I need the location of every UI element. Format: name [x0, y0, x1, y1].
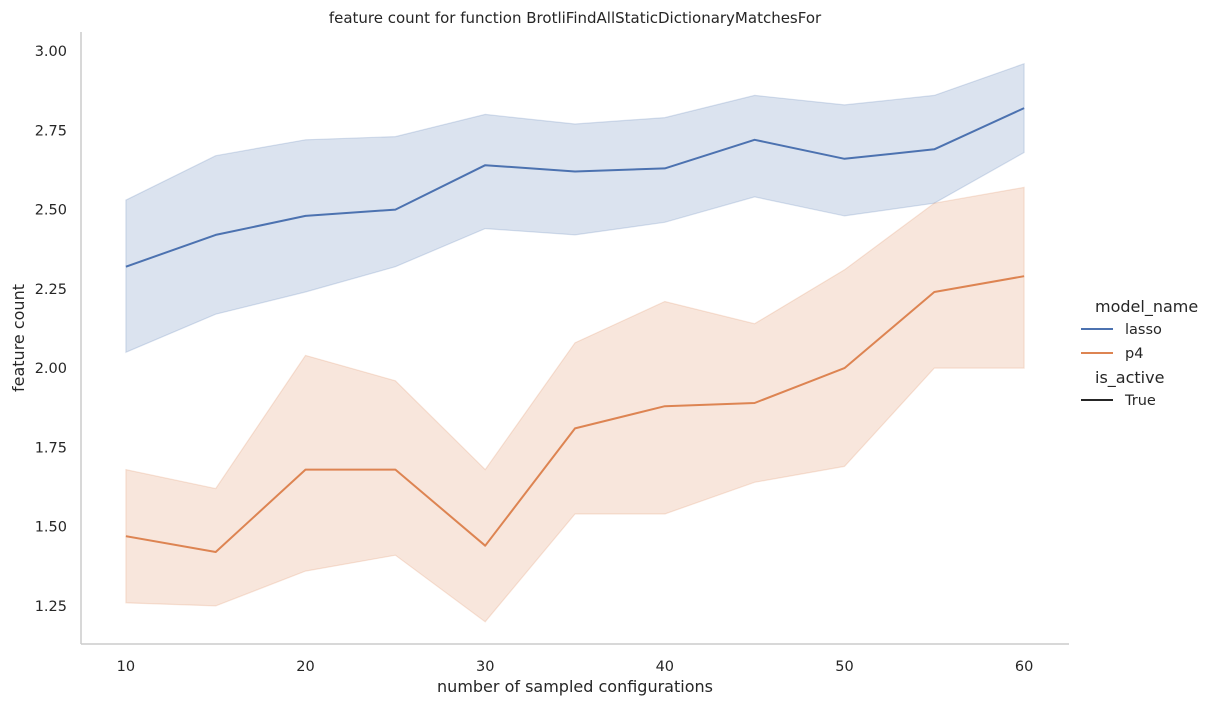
confidence-bands [125, 62, 1025, 623]
line-lasso [125, 107, 1025, 268]
y-tick-label: 2.25 [35, 282, 67, 298]
x-tick-label: 30 [476, 659, 494, 675]
x-axis-label: number of sampled configurations [437, 677, 713, 696]
legend-p4-label: p4 [1125, 346, 1143, 362]
series-lines [125, 107, 1025, 553]
x-tick-label: 60 [1015, 659, 1033, 675]
y-tick-label: 3.00 [35, 44, 67, 60]
legend: model_name lasso p4 is_active True [1081, 297, 1198, 409]
legend-lasso-label: lasso [1125, 322, 1162, 338]
y-tick-label: 2.00 [35, 361, 67, 377]
x-tick-label: 10 [117, 659, 135, 675]
y-axis-ticks: 1.25 1.50 1.75 2.00 2.25 2.50 2.75 3.00 [35, 44, 67, 615]
y-tick-label: 2.75 [35, 123, 67, 139]
chart-title: feature count for function BrotliFindAll… [329, 9, 822, 27]
legend-hue-title: model_name [1095, 297, 1198, 317]
y-tick-label: 1.50 [35, 520, 67, 536]
x-tick-label: 40 [656, 659, 674, 675]
x-tick-label: 50 [835, 659, 853, 675]
x-tick-label: 20 [296, 659, 314, 675]
legend-true-label: True [1124, 393, 1156, 409]
ci-band-p4 [125, 186, 1025, 623]
line-p4 [125, 275, 1025, 553]
ci-band-lasso [125, 62, 1025, 354]
x-axis-ticks: 10 20 30 40 50 60 [117, 659, 1034, 675]
y-tick-label: 1.25 [35, 599, 67, 615]
y-tick-label: 2.50 [35, 203, 67, 219]
legend-style-title: is_active [1095, 368, 1164, 388]
y-tick-label: 1.75 [35, 440, 67, 456]
y-axis-label: feature count [9, 284, 28, 392]
